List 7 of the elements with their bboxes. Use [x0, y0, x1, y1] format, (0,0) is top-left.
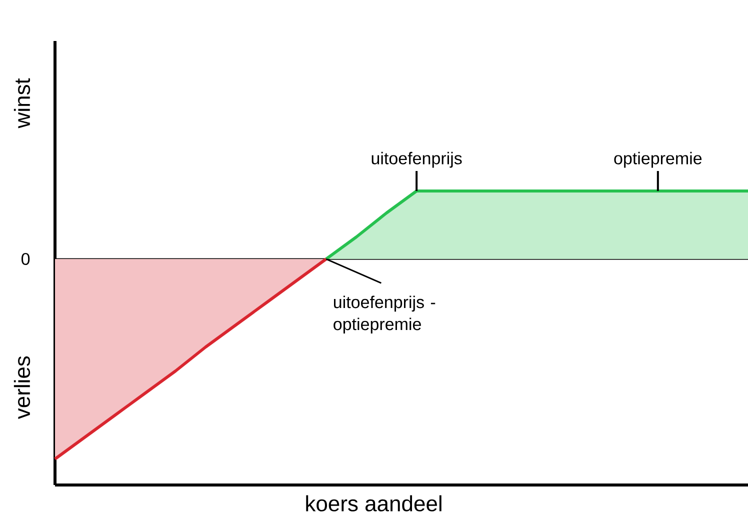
text: uitoefenprijs: [372, 152, 462, 168]
y-axis-title: winst: [14, 78, 30, 128]
annotation: uitoefenprijs - optiepremie: [334, 296, 436, 334]
x-axis-title: koers aandeel: [306, 495, 442, 512]
ref-line-label: 0: [22, 252, 30, 266]
text: verlies: [14, 356, 30, 420]
text: optiepremie: [614, 152, 702, 168]
